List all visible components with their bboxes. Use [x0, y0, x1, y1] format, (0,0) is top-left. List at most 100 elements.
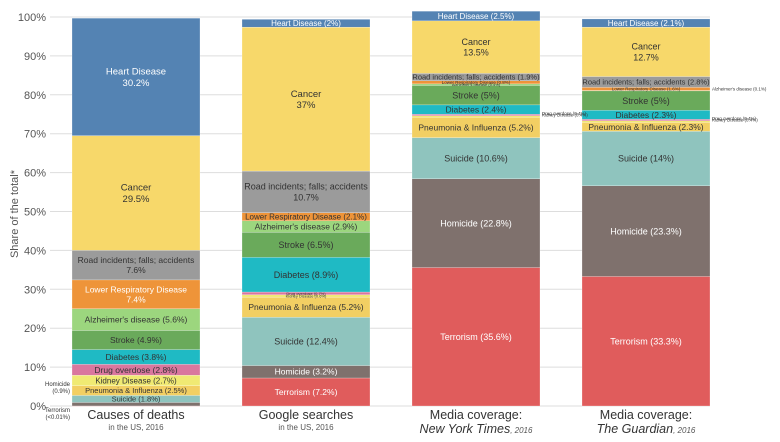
bar-segment-terrorism [241, 377, 371, 407]
segment-label-stroke: Stroke (5%) [452, 90, 500, 100]
segment-label-terrorism: Terrorism (7.2%) [275, 387, 338, 397]
segment-label-terrorism: Terrorism (33.3%) [610, 336, 682, 346]
segment-label-drug-overdose: Drug overdose (0.7%) [286, 291, 326, 296]
segment-label-suicide: Suicide (12.4%) [274, 337, 338, 347]
segment-label-pneumonia-influenza: Pneumonia & Influenza (5.2%) [248, 302, 363, 312]
category-subtitle-year: , 2016 [510, 426, 533, 435]
segment-label-cancer: 29.5% [123, 194, 150, 205]
segment-label-diabetes: Diabetes (3.8%) [106, 352, 167, 362]
segment-label-alzheimer-s-disease: Alzheimer's disease (5.6%) [85, 315, 188, 325]
bar-segment-cancer [411, 20, 541, 74]
category-subtitle-italic: New York Times [420, 422, 511, 436]
category-title: Media coverage: [600, 408, 692, 422]
y-tick-label: 90% [24, 51, 46, 63]
segment-label-cancer: 13.5% [463, 48, 489, 58]
segment-label-kidney-disease: Kidney Disease (0.6%) [286, 293, 327, 298]
segment-label-terrorism: Terrorism (35.6%) [440, 332, 512, 342]
bar-segment-cancer [71, 135, 201, 251]
y-tick-label: 70% [24, 129, 46, 141]
segment-label-alzheimer-s-disease: Alzheimer's disease (0.4%) [452, 82, 501, 87]
category-subtitle: in the US, 2016 [108, 423, 164, 432]
segment-label-homicide: Homicide (3.2%) [275, 367, 338, 377]
y-tick-label: 80% [24, 90, 46, 102]
segment-label-lower-respiratory-disease: Lower Respiratory Disease [85, 284, 187, 294]
segment-label-road-incidents-falls-accidents: Road incidents; falls; accidents [78, 255, 195, 265]
bar-segment-terrorism [581, 276, 711, 407]
category-subtitle-year: , 2016 [673, 426, 696, 435]
segment-label-diabetes: Diabetes (2.3%) [616, 110, 677, 120]
bar-segment-diabetes [241, 257, 371, 293]
category-subtitle: The Guardian, 2016 [597, 422, 696, 436]
segment-label-stroke: Stroke (4.9%) [110, 335, 162, 345]
segment-label-pneumonia-influenza: Pneumonia & Influenza (2.3%) [588, 122, 703, 132]
y-tick-label: 50% [24, 207, 46, 219]
segment-label-heart-disease: Heart Disease (2%) [271, 19, 341, 28]
side-label-kidney-disease: Kidney Disease (0.4%) [542, 113, 588, 118]
segment-label-road-incidents-falls-accidents: Road incidents; falls; accidents (2.8%) [582, 78, 710, 87]
y-axis-ticks: 0% 10% 20% 30% 40% 50% 60% 70% 80% 90% 100% [18, 12, 46, 413]
segment-label-suicide: Suicide (14%) [618, 154, 674, 164]
y-tick-label: 60% [24, 168, 46, 180]
side-label-drug-overdose: Drug overdose (0.4%) [712, 116, 757, 121]
category-title: Media coverage: [430, 408, 522, 422]
bar-segment-homicide [581, 185, 711, 277]
bar-segment-suicide [411, 137, 541, 179]
side-label-drug-overdose: Drug overdose (0.4%) [542, 111, 587, 116]
bar-segment-road-incidents-falls-accidents [71, 250, 201, 281]
y-axis-label: Share of the total* [9, 169, 21, 258]
segment-label-drug-overdose: Drug overdose (2.8%) [94, 365, 177, 375]
segment-label-heart-disease: Heart Disease (2.5%) [438, 12, 515, 21]
side-labels: Homicide(0.9%) Terrorism(<0.01%) Drug over… [45, 87, 767, 421]
segment-label-heart-disease: Heart Disease [106, 67, 166, 78]
side-label-alzheimer-s-disease: Alzheimer's disease (0.1%) [712, 87, 767, 92]
segment-label-lower-respiratory-disease: 7.4% [126, 294, 146, 304]
segment-label-pneumonia-influenza: Pneumonia & Influenza (2.5%) [85, 386, 187, 395]
bar-segment-heart-disease [411, 11, 541, 22]
bar-segment-kidney-disease [411, 115, 541, 118]
side-label-homicide: Homicide [45, 382, 71, 388]
y-tick-label: 10% [24, 362, 46, 374]
segment-label-cancer: Cancer [461, 37, 490, 47]
side-label-kidney-disease: Kidney Disease (0.4%) [712, 118, 758, 123]
y-tick-label: 20% [24, 323, 46, 335]
category-subtitle-italic: The Guardian [597, 422, 673, 436]
segment-label-road-incidents-falls-accidents: 10.7% [293, 192, 319, 202]
segment-label-kidney-disease: Kidney Disease (2.7%) [95, 376, 177, 385]
segment-label-homicide: Homicide (22.8%) [440, 218, 512, 228]
segment-label-road-incidents-falls-accidents: 7.6% [126, 265, 146, 275]
segment-label-diabetes: Diabetes (8.9%) [274, 270, 339, 280]
segment-label-cancer: Cancer [631, 42, 660, 52]
segment-label-cancer: 37% [296, 100, 316, 111]
y-tick-label: 30% [24, 284, 46, 296]
segment-label-stroke: Stroke (6.5%) [278, 240, 333, 250]
segment-label-road-incidents-falls-accidents: Road incidents; falls; accidents [244, 182, 368, 192]
segment-label-cancer: Cancer [121, 183, 152, 194]
bar-segment-suicide [241, 317, 371, 366]
bar-segment-cancer [241, 26, 371, 172]
bar-segment-suicide [581, 131, 711, 186]
y-tick-label: 40% [24, 245, 46, 257]
segment-label-road-incidents-falls-accidents: Road incidents; falls; accidents (1.9%) [412, 73, 540, 82]
segment-label-lower-respiratory-disease: Lower Respiratory Disease (2.1%) [245, 213, 367, 222]
bar-segment-stroke [241, 231, 371, 258]
category-title: Causes of deaths [87, 408, 184, 422]
bars [71, 11, 711, 407]
bar-segment-road-incidents-falls-accidents [241, 170, 371, 213]
segment-label-diabetes: Diabetes (2.4%) [446, 105, 507, 115]
side-label-homicide: (0.9%) [52, 389, 70, 395]
segment-label-stroke: Stroke (5%) [622, 96, 670, 106]
segment-label-homicide: Homicide (23.3%) [610, 226, 682, 236]
bar-segment-lower-respiratory-disease [71, 279, 201, 309]
bar-segment-heart-disease [581, 18, 711, 28]
segment-label-heart-disease: Heart Disease (2.1%) [608, 19, 685, 28]
segment-label-alzheimer-s-disease: Alzheimer's disease (2.9%) [255, 221, 358, 231]
y-tick-label: 100% [18, 12, 46, 24]
segment-label-lower-respiratory-disease: Lower Respiratory Disease (1.6%) [612, 87, 681, 92]
segment-label-pneumonia-influenza: Pneumonia & Influenza (5.2%) [418, 122, 533, 132]
segment-label-lower-respiratory-disease: Lower Respiratory Disease (0.8%) [442, 80, 511, 85]
side-label-terrorism: (<0.01%) [45, 415, 70, 421]
category-subtitle: in the US, 2016 [278, 423, 334, 432]
